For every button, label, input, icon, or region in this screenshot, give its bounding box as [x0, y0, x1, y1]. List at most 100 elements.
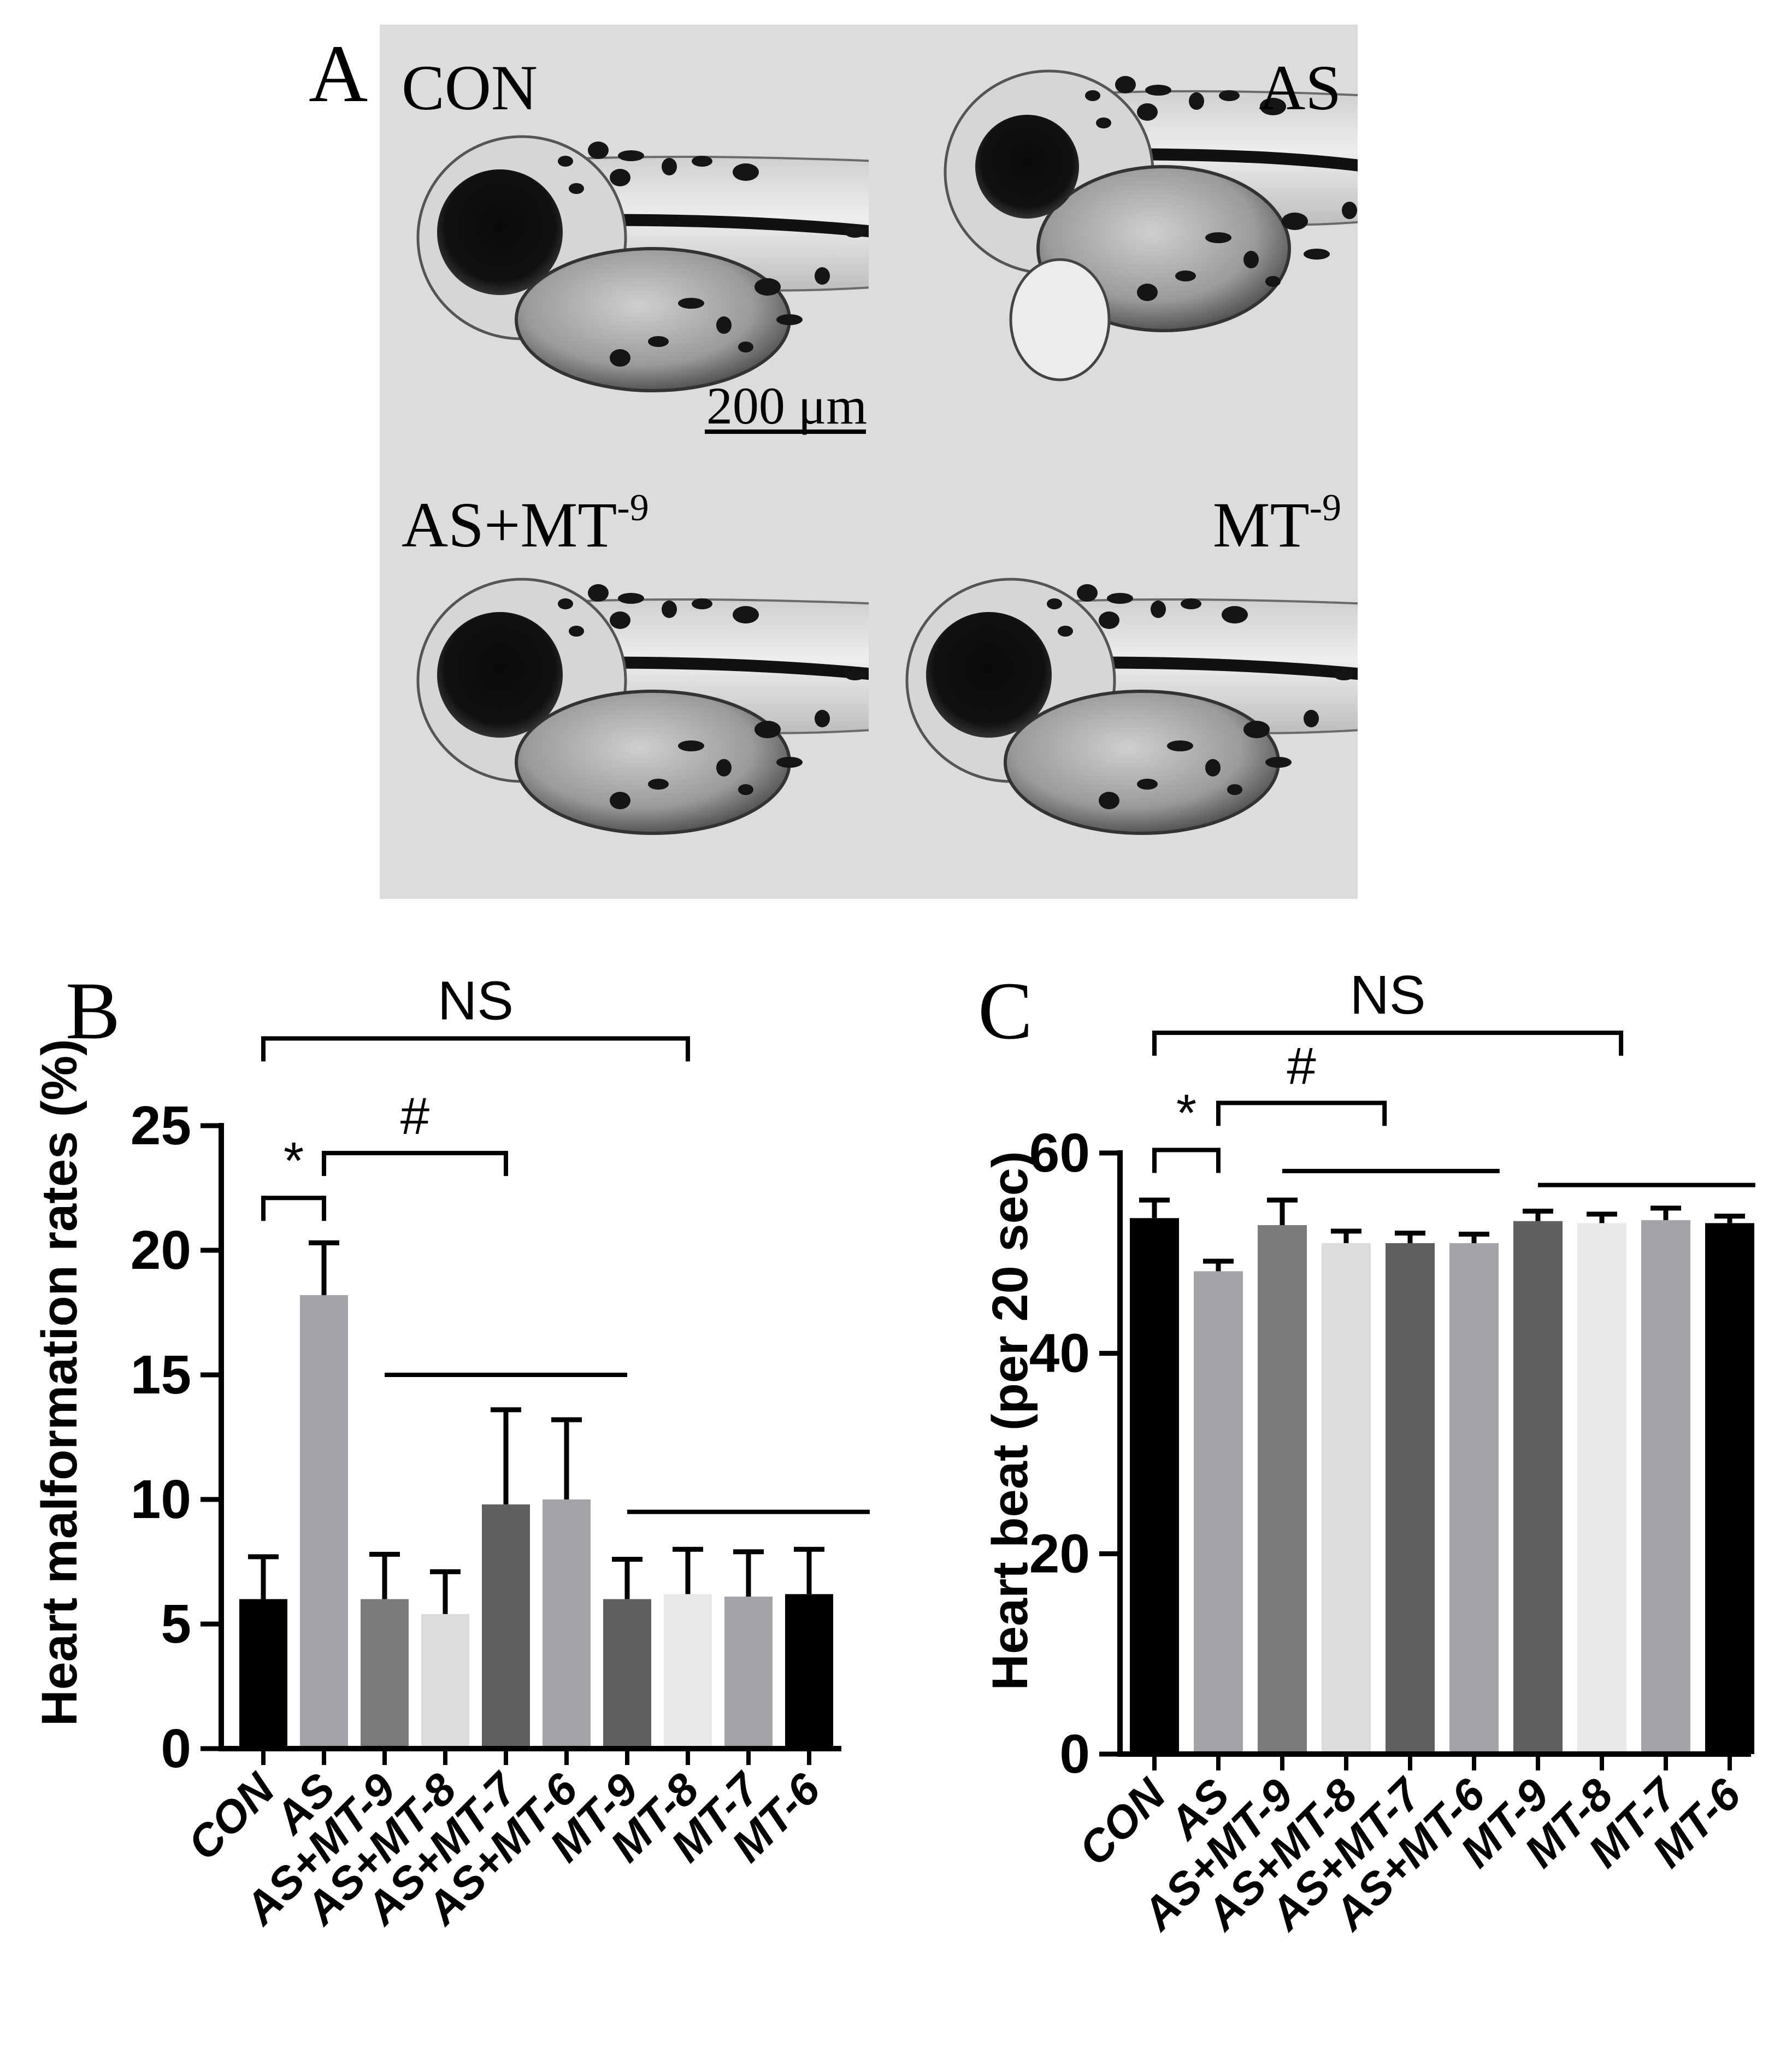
zebrafish-larva: [905, 578, 1390, 835]
melanophore: [648, 779, 669, 790]
bar-mt-7: [724, 1596, 773, 1749]
melanophore: [1205, 232, 1231, 243]
melanophore: [1265, 757, 1292, 768]
melanophore: [678, 298, 704, 309]
y-tick-label: 10: [131, 1469, 191, 1530]
melanophore: [610, 611, 630, 629]
melanophore: [1058, 626, 1073, 637]
melanophore: [738, 784, 753, 795]
melanophore: [1334, 669, 1354, 680]
micrograph-label: MT-9: [1213, 487, 1341, 561]
melanophore: [1047, 598, 1062, 609]
melanophore: [733, 606, 759, 623]
melanophore: [1260, 98, 1286, 115]
x-tick-label: CON: [179, 1763, 285, 1869]
micrograph-2: AS: [869, 25, 1428, 462]
error-bar: [794, 1546, 824, 1595]
error-bar: [1650, 1205, 1681, 1220]
melanophore: [776, 757, 803, 768]
melanophore: [1099, 611, 1119, 629]
error-bar: [1203, 1258, 1234, 1272]
error-bar: [309, 1240, 339, 1296]
error-bar: [1587, 1211, 1617, 1223]
melanophore: [845, 227, 865, 238]
melanophore: [618, 150, 644, 161]
bar-con: [1130, 1218, 1179, 1754]
error-bar: [1523, 1208, 1553, 1221]
melanophore: [1151, 601, 1166, 618]
melanophore: [588, 142, 609, 159]
significance-bracket: *: [261, 1132, 326, 1221]
significance-bracket: #: [1216, 1037, 1387, 1126]
melanophore: [1243, 721, 1270, 738]
melanophore: [1167, 740, 1193, 751]
yolk-sac: [515, 690, 791, 835]
melanophore: [815, 710, 830, 727]
y-tick-label: 0: [1059, 1723, 1090, 1785]
melanophore: [1099, 792, 1119, 809]
melanophore: [692, 598, 712, 609]
melanophore: [610, 169, 630, 186]
x-tick-label: CON: [1070, 1769, 1176, 1875]
melanophore: [1364, 663, 1390, 681]
melanophore: [738, 342, 753, 352]
error-bar: [551, 1417, 582, 1499]
melanophore: [845, 669, 865, 680]
micrograph-4: MT-9: [869, 462, 1390, 899]
micrograph-label: CON: [402, 52, 538, 123]
melanophore: [1096, 117, 1111, 128]
bar-as-mt-8: [1322, 1243, 1371, 1754]
melanophore: [1077, 584, 1098, 602]
bar-con: [239, 1599, 287, 1749]
melanophore: [716, 316, 732, 334]
error-bar: [1459, 1232, 1489, 1243]
melanophore: [1342, 202, 1357, 219]
melanophore: [1189, 92, 1204, 110]
scale-bar-label: 200 μm: [706, 376, 867, 435]
bar-mt-6: [785, 1594, 833, 1749]
larva-eye: [437, 612, 563, 738]
melanophore: [1137, 103, 1158, 121]
panel-b-ylabel: Heart malformation rates (%): [32, 1039, 87, 1726]
error-bar: [1139, 1197, 1170, 1219]
bar-as-mt-7: [482, 1504, 530, 1749]
bar-as-mt-6: [1449, 1243, 1499, 1754]
error-bar: [491, 1407, 521, 1505]
melanophore: [1181, 598, 1201, 609]
melanophore: [776, 314, 803, 325]
melanophore: [1175, 270, 1196, 281]
melanophore: [1137, 284, 1158, 301]
y-tick-label: 40: [1029, 1323, 1090, 1384]
melanophore: [558, 156, 573, 167]
scale-bar: 200 μm: [705, 376, 867, 435]
melanophore: [1219, 90, 1240, 101]
yolk-sac: [515, 247, 791, 392]
melanophore: [662, 601, 677, 618]
bar-mt-6: [1705, 1223, 1754, 1754]
panel-c-ylabel: Heart beat (per 20 sec): [982, 1151, 1038, 1691]
larva-eye: [975, 115, 1079, 219]
melanophore: [1145, 85, 1171, 96]
zebrafish-larva: [416, 578, 869, 835]
significance-label: #: [400, 1087, 429, 1145]
y-tick-label: 60: [1029, 1122, 1090, 1184]
melanophore: [558, 598, 573, 609]
error-bar: [248, 1554, 279, 1599]
pericardial-edema: [1009, 258, 1111, 381]
panel-b-chart: B Heart malformation rates (%) CONASAS+M…: [32, 966, 870, 1935]
bar-mt-8: [664, 1594, 712, 1749]
melanophore: [1137, 779, 1158, 790]
melanophore: [815, 267, 830, 285]
melanophore: [1402, 155, 1428, 173]
melanophore: [618, 593, 644, 604]
error-bar: [612, 1556, 642, 1599]
significance-bracket: NS: [261, 970, 690, 1062]
error-bar: [430, 1569, 461, 1614]
significance-bracket: *: [1152, 1084, 1221, 1173]
panel-a-micrographs: A CON AS AS+MT-9 MT-9 200 μm: [309, 25, 1428, 899]
melanophore: [1304, 249, 1330, 260]
panel-c-letter: C: [978, 966, 1033, 1056]
melanophore: [1085, 90, 1100, 101]
melanophore: [716, 759, 732, 776]
melanophore: [1205, 759, 1221, 776]
